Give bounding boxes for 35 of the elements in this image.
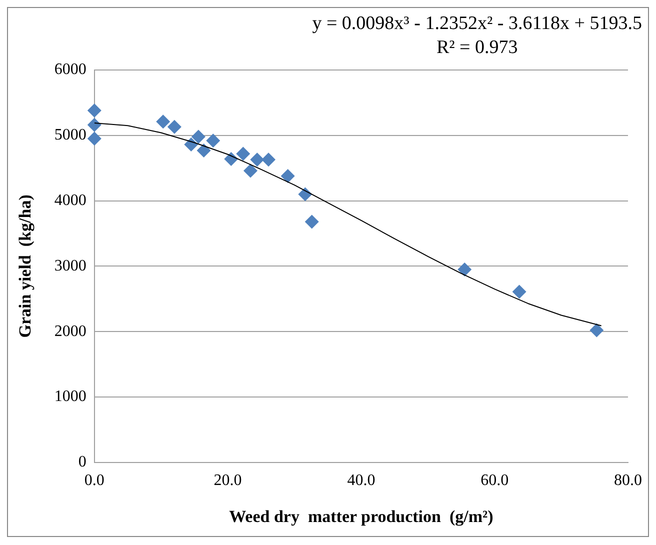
x-axis-title: Weed dry matter production (g/m²)	[229, 507, 494, 526]
point	[243, 164, 258, 178]
x-tick-label: 60.0	[480, 472, 509, 490]
point	[236, 146, 250, 161]
text: y = 0.0098x³ - 1.2352x² - 3.6118x + 5193.5	[312, 12, 642, 36]
y-tick-label: 2000	[54, 322, 86, 340]
point	[512, 284, 526, 299]
y-tick-label: 0	[78, 454, 86, 471]
point	[87, 118, 102, 132]
point	[184, 138, 198, 152]
point	[191, 130, 206, 144]
y-tick-label: 5000	[54, 126, 86, 144]
point	[156, 114, 170, 129]
point	[87, 132, 102, 146]
point	[590, 323, 604, 338]
text: R² = 0.973	[435, 36, 519, 60]
y-tick-label: 6000	[54, 61, 86, 78]
x-tick-label: 20.0	[214, 472, 242, 490]
x-tick-label: 40.0	[347, 472, 376, 490]
point	[261, 152, 276, 167]
point	[250, 152, 264, 167]
x-tick-label: 0.0	[84, 472, 104, 490]
point	[280, 168, 295, 183]
point	[304, 214, 319, 229]
point	[298, 187, 312, 202]
y-axis-title: Grain yield (kg/ha)	[16, 194, 35, 338]
y-tick-label: 1000	[54, 388, 86, 406]
y-tick-label: 4000	[54, 192, 86, 210]
y-tick-label: 3000	[54, 257, 86, 274]
point	[196, 143, 211, 158]
point	[206, 134, 220, 148]
point	[458, 262, 472, 276]
x-tick-label: 80.0	[614, 472, 642, 490]
point	[87, 104, 102, 118]
point	[167, 120, 182, 134]
